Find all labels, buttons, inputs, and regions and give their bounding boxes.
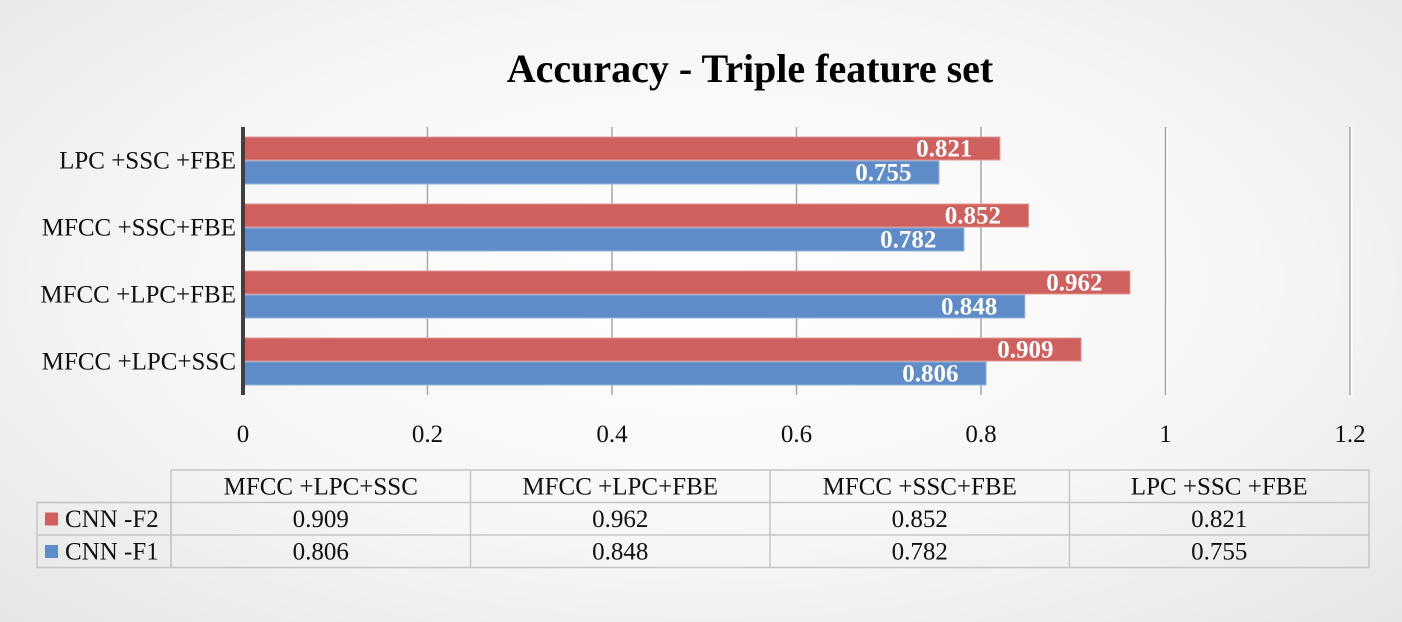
table-value-cell: 0.848 (592, 539, 648, 566)
bar (243, 294, 1026, 319)
x-tick-label: 0 (237, 421, 250, 448)
table-value-cell: 0.962 (592, 506, 648, 533)
table-value-cell: 0.852 (892, 506, 948, 533)
table-value-cell: 0.909 (293, 506, 349, 533)
table-value-cell: 0.782 (892, 539, 948, 566)
category-label: MFCC +LPC+FBE (40, 282, 236, 309)
table-header-cell: MFCC +LPC+SSC (224, 474, 418, 501)
x-tick-label: 1.2 (1334, 421, 1365, 448)
legend-swatch (45, 545, 58, 558)
table-header-cell: MFCC +LPC+FBE (522, 474, 718, 501)
chart-title: Accuracy - Triple feature set (507, 46, 994, 91)
data-table: MFCC +LPC+SSC MFCC +LPC+FBE MFCC +SSC+FBE L… (36, 469, 1370, 569)
category-label: MFCC +LPC+SSC (42, 349, 236, 376)
category-label: LPC +SSC +FBE (59, 148, 236, 175)
x-tick-label: 0.4 (596, 421, 628, 448)
data-label: 0.755 (855, 160, 911, 187)
data-label: 0.848 (941, 294, 997, 321)
bar (243, 337, 1082, 362)
x-tick-label: 1 (1159, 421, 1172, 448)
data-label: 0.852 (945, 203, 1001, 230)
data-label: 0.962 (1046, 270, 1102, 297)
legend-swatch (45, 512, 58, 526)
data-label: 0.782 (880, 227, 936, 254)
axes: 0 0.2 0.4 0.6 0.8 1 1.2 MFCC +LPC+SSC MFCC +LPC+… (40, 127, 1366, 448)
bar (243, 227, 965, 252)
bar (243, 136, 1001, 161)
bar (243, 203, 1029, 228)
category-label: MFCC +SSC+FBE (42, 215, 236, 242)
data-label: 0.806 (902, 361, 958, 388)
bar (243, 160, 940, 185)
table-header-cell: MFCC +SSC+FBE (823, 474, 1017, 501)
table-value-cell: 0.821 (1191, 506, 1247, 533)
table-value-cell: 0.806 (293, 539, 349, 566)
x-tick-label: 0.2 (412, 421, 443, 448)
x-tick-label: 0.6 (781, 421, 812, 448)
table-header-cell: LPC +SSC +FBE (1131, 474, 1308, 501)
legend-label: CNN -F1 (65, 539, 159, 566)
data-label: 0.909 (997, 337, 1053, 364)
bar (243, 270, 1131, 295)
data-label: 0.821 (916, 136, 972, 163)
table-value-cell: 0.755 (1191, 539, 1247, 566)
legend-label: CNN -F2 (65, 506, 159, 533)
bar (243, 361, 987, 386)
x-tick-label: 0.8 (965, 421, 996, 448)
